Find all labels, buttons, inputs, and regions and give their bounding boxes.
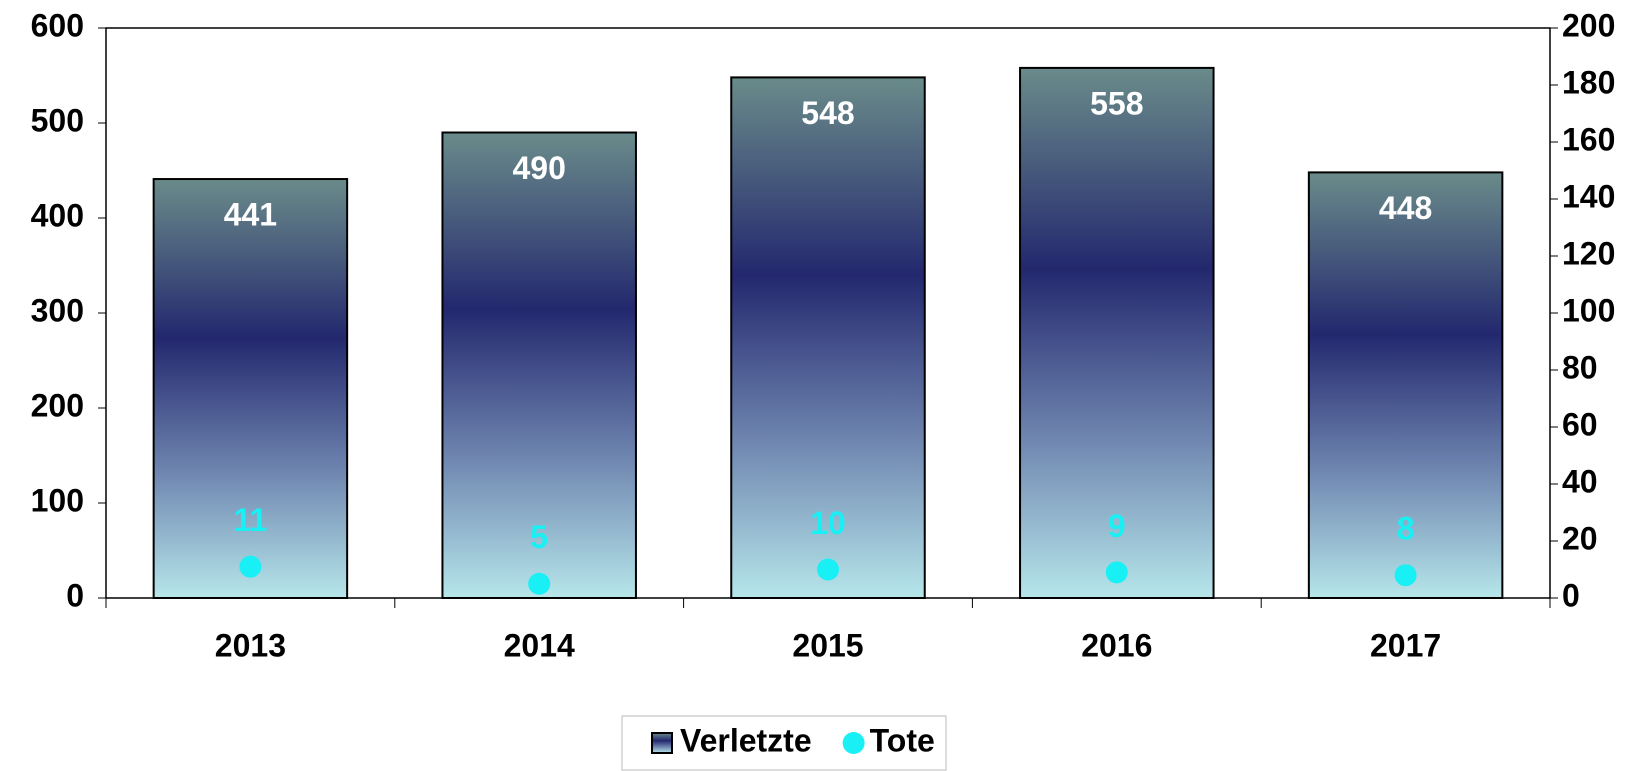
dot-label: 11 bbox=[233, 502, 267, 538]
dot bbox=[1105, 561, 1128, 584]
dot bbox=[1394, 564, 1417, 587]
y2-tick-label: 40 bbox=[1562, 463, 1598, 499]
x-tick-label: 2017 bbox=[1370, 627, 1441, 663]
legend-label: Tote bbox=[870, 722, 935, 758]
y-tick-label: 200 bbox=[31, 387, 84, 423]
x-tick-label: 2014 bbox=[504, 627, 575, 663]
y-tick-label: 400 bbox=[31, 197, 84, 233]
y2-tick-label: 0 bbox=[1562, 577, 1580, 613]
bar bbox=[441, 131, 637, 599]
bar-label: 441 bbox=[224, 197, 277, 233]
y2-tick-label: 20 bbox=[1562, 520, 1598, 556]
bar bbox=[1307, 171, 1504, 599]
bar bbox=[730, 76, 926, 599]
dot bbox=[239, 555, 262, 578]
y2-tick-label: 60 bbox=[1562, 406, 1598, 442]
dot-label: 9 bbox=[1108, 508, 1126, 544]
y2-tick-label: 80 bbox=[1562, 349, 1598, 385]
bar-label: 448 bbox=[1379, 190, 1432, 226]
y-tick-label: 300 bbox=[31, 292, 84, 328]
bar-label: 548 bbox=[801, 95, 854, 131]
y2-tick-label: 100 bbox=[1562, 292, 1615, 328]
y-tick-label: 0 bbox=[66, 577, 84, 613]
y-tick-label: 100 bbox=[31, 482, 84, 518]
legend-swatch bbox=[651, 732, 673, 754]
y2-tick-label: 140 bbox=[1562, 178, 1615, 214]
dot-label: 5 bbox=[530, 519, 548, 555]
x-tick-label: 2015 bbox=[792, 627, 863, 663]
x-tick-label: 2016 bbox=[1081, 627, 1152, 663]
legend-box bbox=[621, 715, 947, 771]
y2-tick-label: 160 bbox=[1562, 121, 1615, 157]
legend-label: Verletzte bbox=[680, 722, 812, 758]
y2-tick-label: 200 bbox=[1562, 7, 1615, 43]
dot-label: 10 bbox=[810, 505, 846, 541]
y2-tick-label: 180 bbox=[1562, 64, 1615, 100]
bar-label: 558 bbox=[1090, 85, 1143, 121]
bar-label: 490 bbox=[513, 150, 566, 186]
y2-tick-label: 120 bbox=[1562, 235, 1615, 271]
bar bbox=[152, 178, 349, 600]
y-tick-label: 600 bbox=[31, 7, 84, 43]
x-tick-label: 2013 bbox=[215, 627, 286, 663]
dot bbox=[528, 572, 551, 595]
bar bbox=[1019, 66, 1215, 599]
legend-swatch bbox=[842, 732, 865, 754]
dot bbox=[817, 558, 839, 581]
dot-label: 8 bbox=[1397, 511, 1415, 547]
y-tick-label: 500 bbox=[31, 102, 84, 138]
